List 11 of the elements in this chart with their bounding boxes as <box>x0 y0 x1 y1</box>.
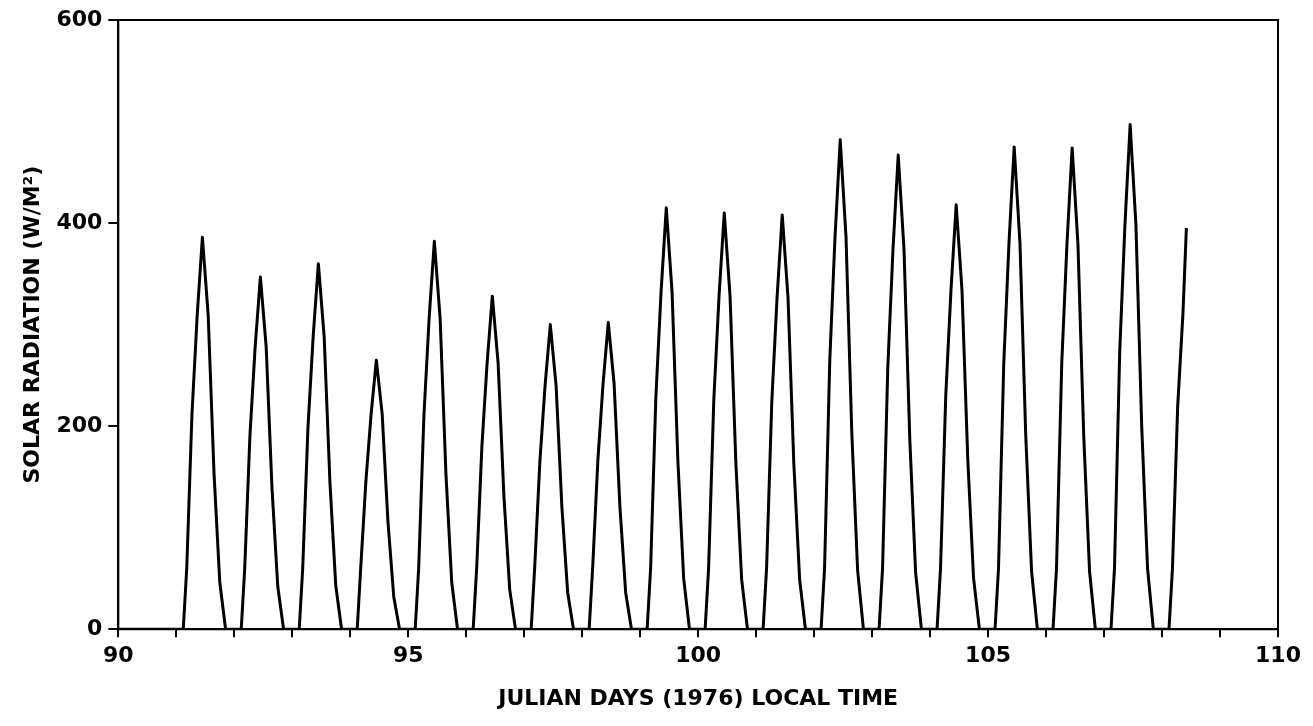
y-tick-label: 200 <box>56 411 103 437</box>
x-tick-label: 95 <box>392 642 424 668</box>
x-tick-label: 100 <box>675 642 722 668</box>
x-tick-label: 110 <box>1255 642 1301 668</box>
y-axis-title: SOLAR RADIATION (W/M²) <box>18 165 44 484</box>
x-axis-title: JULIAN DAYS (1976) LOCAL TIME <box>496 684 899 710</box>
y-tick-label: 0 <box>87 614 103 640</box>
y-tick-label: 400 <box>56 208 103 234</box>
x-tick-label: 90 <box>103 642 134 668</box>
y-tick-label: 600 <box>56 5 103 31</box>
x-tick-label: 105 <box>965 642 1012 668</box>
